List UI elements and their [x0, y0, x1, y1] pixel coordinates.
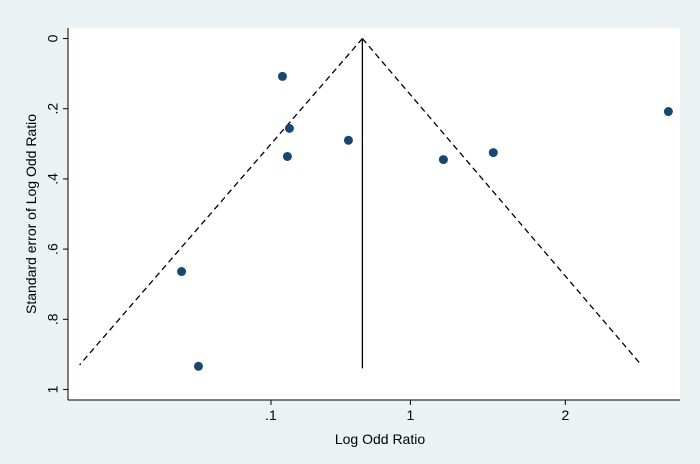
- y-tick-label: 1: [45, 385, 61, 393]
- y-axis-label: Standard error of Log Odd Ratio: [23, 114, 39, 314]
- point: [177, 267, 187, 277]
- point: [343, 135, 353, 145]
- x-tick-label: .1: [265, 407, 277, 423]
- y-tick-label: .4: [45, 173, 61, 185]
- x-tick-label: 2: [561, 407, 569, 423]
- plot-area: [68, 28, 680, 400]
- y-tick-label: .8: [45, 313, 61, 325]
- point: [282, 151, 292, 161]
- point: [488, 148, 498, 158]
- y-tick-label: .6: [45, 243, 61, 255]
- funnel-limit-line: [79, 38, 363, 366]
- point: [284, 123, 294, 133]
- y-tick-label: 0: [45, 34, 61, 42]
- y-tick-label: .2: [45, 103, 61, 115]
- point: [663, 107, 673, 117]
- point: [277, 71, 287, 81]
- point: [193, 361, 203, 371]
- funnel-limit-line: [361, 38, 642, 366]
- x-axis-label: Log Odd Ratio: [335, 431, 425, 447]
- x-tick-label: 1: [407, 407, 415, 423]
- point: [438, 155, 448, 165]
